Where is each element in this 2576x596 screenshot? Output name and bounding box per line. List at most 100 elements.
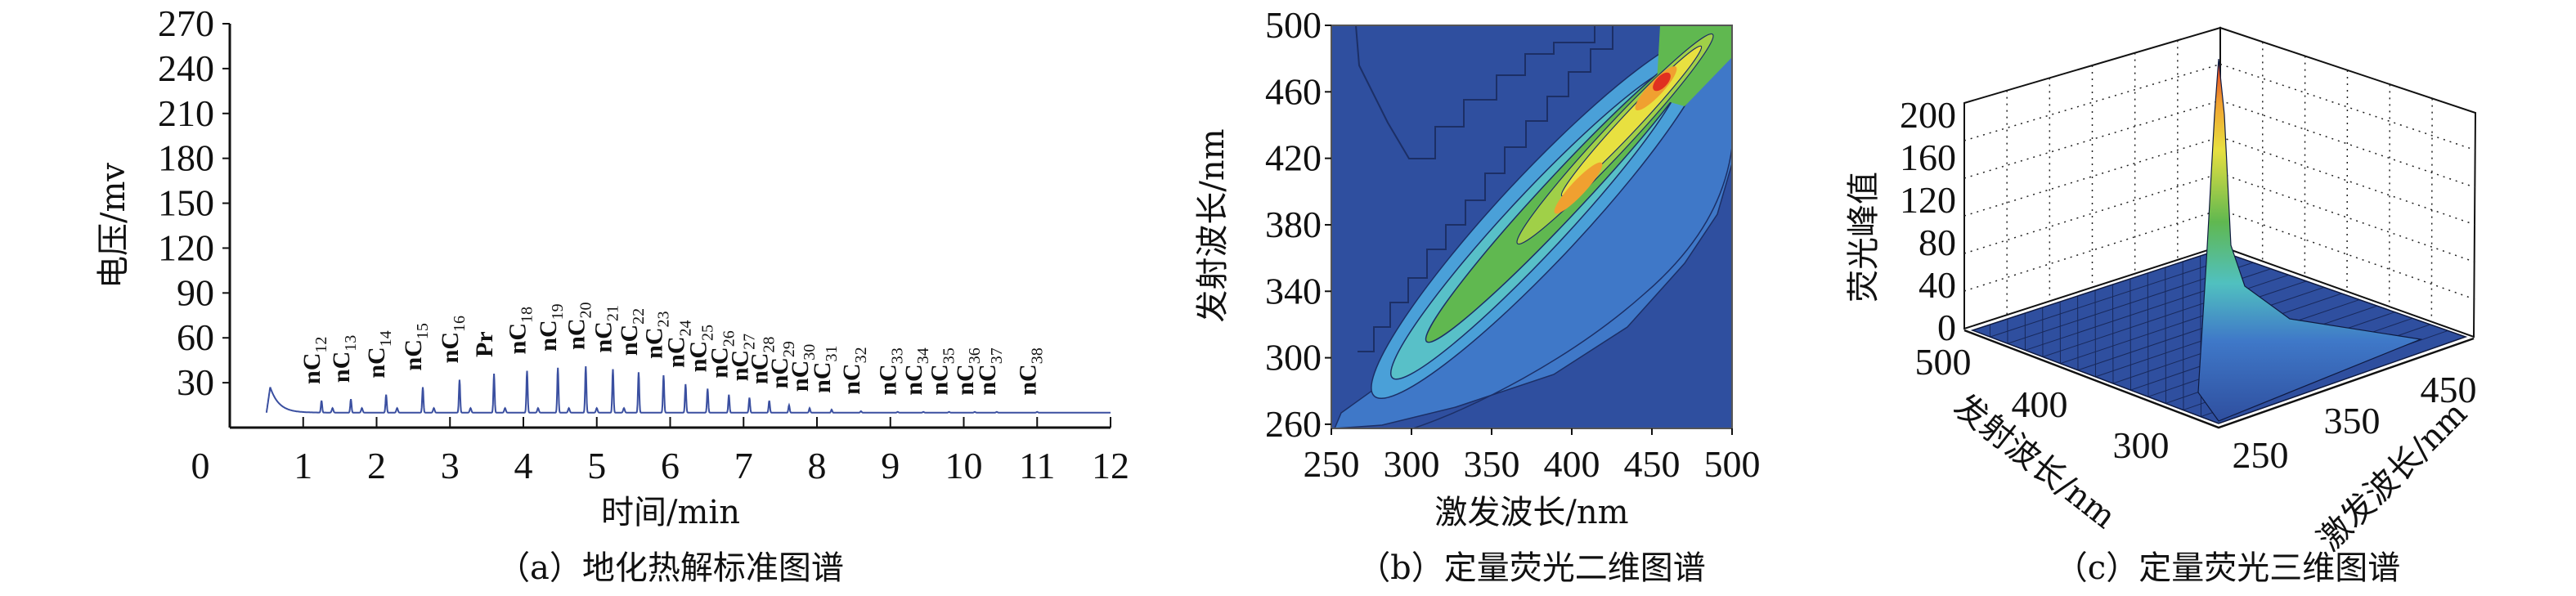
x-axis-title: 激发波长/nm: [1434, 494, 1628, 531]
x-tick-label: 12: [1092, 445, 1129, 486]
peak-label-subscript: 13: [342, 335, 360, 352]
peak-label: nC25: [684, 325, 716, 372]
peak-label: nC36: [952, 347, 984, 395]
excitation-tick-label: 350: [2324, 400, 2381, 441]
peak-label: nC31: [809, 346, 841, 393]
peak-label: nC20: [563, 302, 595, 349]
peak-label: nC35: [927, 347, 958, 395]
plot-frame: [1331, 25, 1733, 429]
peak-label-subscript: 32: [852, 347, 870, 363]
caption-b: （b）定量荧光二维图谱: [1358, 549, 1706, 587]
excitation-tick-label: 450: [2421, 369, 2477, 410]
peak-label-prefix: nC: [400, 339, 427, 370]
caption-c: （c）定量荧光三维图谱: [2055, 549, 2400, 587]
peak-label: nC33: [875, 347, 907, 395]
peak-label-prefix: nC: [437, 332, 464, 363]
peak-label-subscript: 15: [414, 323, 432, 339]
y-tick-label: 30: [177, 361, 214, 403]
peak-label-subscript: 21: [604, 305, 622, 321]
peak-label: nC24: [662, 320, 694, 367]
panel-b-contour: 250 300 350 400 450 500260300340380420460500 …: [1194, 4, 1761, 587]
x-tick-label: 10: [945, 445, 983, 486]
z-axis-title: 荧光峰值: [1845, 172, 1883, 302]
peak-label: nC21: [590, 305, 622, 352]
contour-line-staircase: [1355, 25, 1595, 159]
peak-label: nC34: [900, 347, 932, 395]
peak-label-prefix: nC: [900, 364, 927, 395]
z-tick-label: 200: [1900, 94, 1956, 136]
peak-label-subscript: 16: [451, 316, 469, 332]
y-tick-label: 260: [1265, 403, 1322, 445]
peak-label-prefix: nC: [662, 336, 689, 367]
peak-label-prefix: nC: [726, 350, 753, 381]
peak-label: nC29: [766, 341, 798, 388]
peak-label-prefix: nC: [640, 327, 667, 358]
y-tick-label: 420: [1265, 137, 1322, 179]
peak-label-subscript: 18: [518, 307, 536, 323]
peak-label-prefix: nC: [298, 353, 325, 384]
x-tick-label: 11: [1019, 445, 1055, 486]
peak-label-subscript: 22: [630, 308, 648, 325]
peak-label: nC18: [504, 307, 536, 354]
peak-label-prefix: Pr: [471, 331, 498, 357]
x-axis-title: 时间/min: [601, 494, 740, 531]
peak-label: nC13: [328, 335, 360, 383]
peak-label-subscript: 28: [761, 337, 779, 353]
x-tick-label: 250: [1304, 443, 1360, 485]
peak-label-subscript: 31: [823, 346, 841, 362]
chromatogram-line: [265, 365, 1111, 414]
contour-level-7a: [1554, 162, 1603, 214]
peak-label-prefix: nC: [706, 347, 733, 378]
x-tick-label: 2: [367, 445, 386, 486]
grid-lines: [1963, 40, 2476, 322]
x-tick-label: 6: [661, 445, 680, 486]
peak-label-prefix: nC: [504, 323, 531, 354]
peak-label-subscript: 37: [988, 347, 1006, 364]
y-tick-label: 180: [158, 137, 214, 179]
peak-label-prefix: nC: [787, 361, 814, 392]
z-tick-label: 0: [1937, 307, 1956, 348]
peak-label-prefix: nC: [684, 341, 711, 372]
z-tick-label: 120: [1900, 179, 1956, 221]
peak-label-subscript: 24: [676, 320, 694, 336]
y-tick-label: 270: [158, 2, 214, 44]
x-tick-label: 450: [1624, 443, 1681, 485]
peak-label-subscript: 14: [377, 330, 395, 347]
peak-label-subscript: 38: [1028, 347, 1046, 364]
peak-label: nC38: [1014, 347, 1046, 395]
peak-label-prefix: nC: [535, 320, 562, 351]
peak-label: nC32: [838, 347, 870, 394]
peak-label-prefix: nC: [616, 325, 643, 356]
peak-label-subscript: 33: [889, 347, 907, 364]
peak-label: nC30: [787, 344, 819, 392]
peak-label-prefix: nC: [563, 318, 590, 349]
peak-label-prefix: nC: [766, 357, 793, 388]
peak-label-subscript: 30: [801, 344, 819, 361]
y-tick-label: 210: [158, 92, 214, 134]
peak-label-subscript: 12: [312, 337, 330, 353]
y-axis-title: 发射波长/nm: [1194, 128, 1232, 322]
x-tick-label: 5: [587, 445, 606, 486]
peak-label: nC22: [616, 308, 648, 356]
caption-a: （a）地化热解标准图谱: [497, 549, 844, 587]
peak-label: nC16: [437, 316, 469, 363]
contour-line-lower: [1412, 146, 1732, 428]
peak-label: nC15: [400, 323, 432, 370]
peak-label-prefix: nC: [809, 362, 836, 393]
y-tick-label: 60: [177, 316, 214, 358]
emission-tick-label: 500: [1915, 341, 1972, 383]
emission-tick-label: 300: [2113, 424, 2170, 466]
y-tick-label: 380: [1265, 204, 1322, 245]
z-tick-label: 160: [1900, 137, 1956, 178]
y-tick-label: 340: [1265, 270, 1322, 311]
floor-axis-edges: [1963, 329, 2475, 429]
emission-tick-label: 400: [2012, 383, 2068, 425]
x-tick-label: 350: [1464, 443, 1520, 485]
peak-label-prefix: nC: [974, 364, 1001, 395]
contour-map: [1331, 25, 1732, 428]
y-tick-label: 120: [158, 226, 214, 268]
x-tick-label: 500: [1704, 443, 1761, 485]
peak-label-prefix: nC: [927, 364, 954, 395]
x-tick-label: 1: [294, 445, 312, 486]
